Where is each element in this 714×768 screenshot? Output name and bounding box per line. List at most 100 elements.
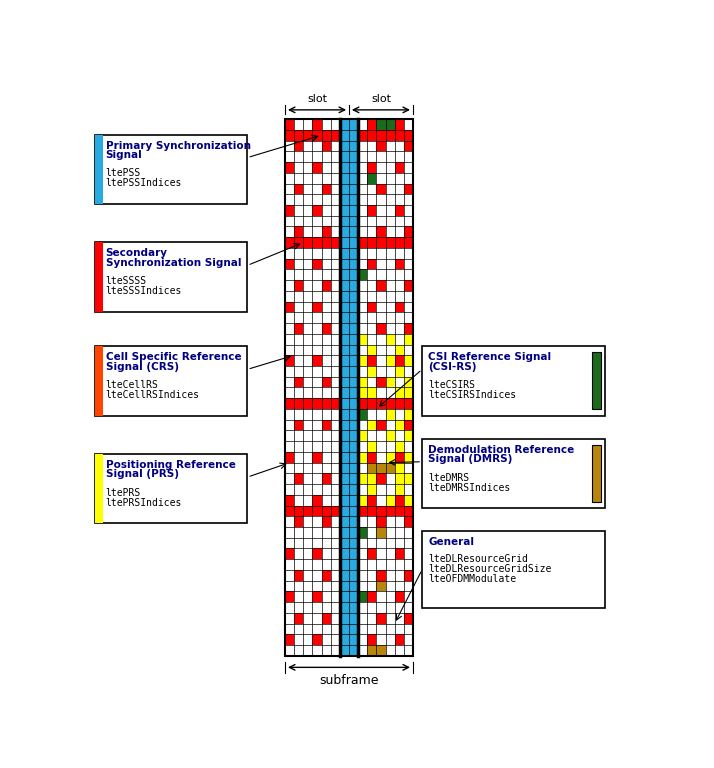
Bar bbox=[422, 346, 605, 415]
Text: ltePSSIndices: ltePSSIndices bbox=[106, 178, 182, 188]
Text: subframe: subframe bbox=[319, 674, 378, 687]
Bar bbox=[340, 419, 349, 430]
Bar bbox=[313, 398, 321, 409]
Bar bbox=[403, 377, 413, 387]
Bar bbox=[403, 356, 413, 366]
Bar bbox=[313, 302, 321, 313]
Bar bbox=[349, 248, 358, 259]
Bar bbox=[367, 452, 376, 462]
Text: Synchronization Signal: Synchronization Signal bbox=[106, 258, 241, 268]
Bar bbox=[349, 194, 358, 205]
Bar bbox=[395, 548, 403, 559]
Bar bbox=[349, 345, 358, 356]
Bar bbox=[313, 205, 321, 216]
Bar bbox=[349, 398, 358, 409]
Bar bbox=[321, 473, 331, 484]
Bar bbox=[349, 130, 358, 141]
Bar bbox=[294, 505, 303, 516]
Text: Signal (CRS): Signal (CRS) bbox=[106, 362, 178, 372]
Bar bbox=[349, 173, 358, 184]
Bar bbox=[349, 151, 358, 162]
Bar bbox=[386, 452, 395, 462]
Bar bbox=[367, 387, 376, 398]
Bar bbox=[403, 613, 413, 624]
Bar bbox=[349, 624, 358, 634]
Text: CSI Reference Signal: CSI Reference Signal bbox=[428, 353, 551, 362]
Bar bbox=[367, 205, 376, 216]
Bar bbox=[349, 237, 358, 248]
Bar bbox=[285, 452, 294, 462]
Bar bbox=[340, 366, 349, 377]
Bar bbox=[349, 462, 358, 473]
Bar bbox=[321, 505, 331, 516]
Bar bbox=[349, 377, 358, 387]
Bar bbox=[395, 452, 403, 462]
Bar bbox=[591, 353, 600, 409]
Bar bbox=[376, 184, 386, 194]
Bar bbox=[349, 302, 358, 313]
Bar bbox=[331, 398, 340, 409]
Bar bbox=[340, 613, 349, 624]
Bar bbox=[313, 162, 321, 173]
Bar bbox=[367, 645, 376, 656]
Bar bbox=[349, 581, 358, 591]
Bar bbox=[313, 119, 321, 130]
Bar bbox=[386, 430, 395, 441]
Bar bbox=[367, 302, 376, 313]
Bar bbox=[403, 130, 413, 141]
Bar bbox=[376, 419, 386, 430]
Bar bbox=[403, 419, 413, 430]
Bar bbox=[358, 473, 367, 484]
Bar bbox=[294, 184, 303, 194]
Bar bbox=[340, 130, 349, 141]
Bar bbox=[386, 398, 395, 409]
Bar bbox=[386, 495, 395, 505]
Bar bbox=[349, 356, 358, 366]
Bar bbox=[349, 591, 358, 602]
Bar bbox=[422, 531, 605, 608]
Bar bbox=[376, 570, 386, 581]
Bar bbox=[376, 581, 386, 591]
Bar bbox=[349, 184, 358, 194]
Bar bbox=[340, 141, 349, 151]
Bar bbox=[349, 366, 358, 377]
Bar bbox=[367, 130, 376, 141]
Bar bbox=[376, 505, 386, 516]
Bar bbox=[321, 398, 331, 409]
Bar bbox=[285, 398, 294, 409]
Bar bbox=[376, 473, 386, 484]
Bar bbox=[340, 151, 349, 162]
Text: lteDMRSIndices: lteDMRSIndices bbox=[428, 482, 511, 492]
Text: lteDLResourceGrid: lteDLResourceGrid bbox=[428, 554, 528, 564]
Bar bbox=[403, 280, 413, 291]
Bar bbox=[403, 430, 413, 441]
Bar bbox=[367, 462, 376, 473]
Bar bbox=[294, 613, 303, 624]
Bar bbox=[95, 454, 103, 523]
Bar bbox=[386, 237, 395, 248]
Bar bbox=[349, 538, 358, 548]
Bar bbox=[340, 302, 349, 313]
Bar bbox=[340, 119, 349, 130]
Bar bbox=[95, 454, 247, 523]
Bar bbox=[395, 484, 403, 495]
Bar bbox=[321, 419, 331, 430]
Bar bbox=[285, 119, 294, 130]
Bar bbox=[340, 581, 349, 591]
Bar bbox=[294, 237, 303, 248]
Bar bbox=[294, 398, 303, 409]
Bar bbox=[340, 634, 349, 645]
Bar bbox=[340, 194, 349, 205]
Bar bbox=[367, 398, 376, 409]
Bar bbox=[349, 419, 358, 430]
Bar bbox=[285, 119, 413, 656]
Bar bbox=[376, 516, 386, 527]
Bar bbox=[313, 495, 321, 505]
Bar bbox=[294, 570, 303, 581]
Bar bbox=[303, 237, 313, 248]
Bar bbox=[313, 237, 321, 248]
Bar bbox=[285, 398, 294, 409]
Bar bbox=[395, 205, 403, 216]
Bar bbox=[349, 259, 358, 270]
Bar bbox=[395, 119, 403, 130]
